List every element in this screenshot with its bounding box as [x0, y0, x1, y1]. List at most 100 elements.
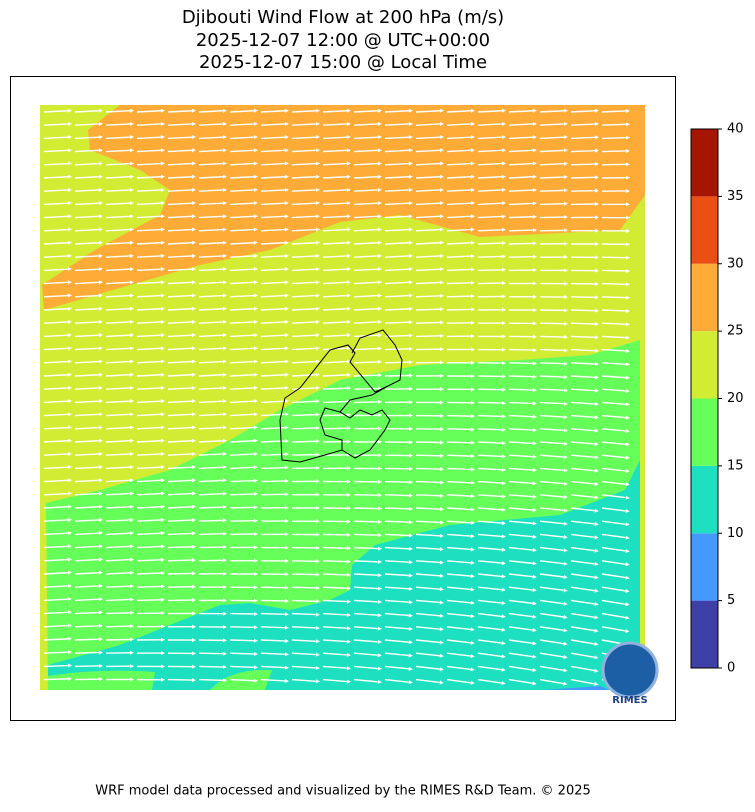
wind-arrow	[540, 177, 564, 178]
wind-arrow	[168, 560, 192, 561]
wind-arrow	[230, 666, 254, 667]
wind-arrow	[292, 574, 316, 575]
wind-arrow	[478, 429, 502, 430]
wind-arrow	[261, 627, 285, 628]
wind-arrow	[292, 600, 316, 601]
wind-arrow	[447, 283, 471, 284]
colorbar-tick-label: 5	[727, 593, 735, 608]
wind-arrow	[168, 547, 192, 548]
wind-arrow	[540, 350, 564, 351]
wind-arrow	[416, 336, 440, 337]
wind-arrow	[230, 494, 254, 495]
map: RIMES	[40, 105, 657, 706]
wind-arrow	[478, 256, 502, 257]
wind-arrow	[199, 653, 223, 654]
wind-arrow	[75, 666, 99, 667]
wind-arrow	[323, 415, 347, 416]
wind-arrow	[478, 389, 502, 390]
wind-arrow	[447, 269, 471, 270]
wind-arrow	[354, 508, 378, 509]
wind-arrow	[323, 534, 347, 535]
wind-arrow	[509, 217, 533, 218]
wind-arrow	[354, 362, 378, 363]
wind-arrow	[509, 402, 533, 403]
wind-arrow	[199, 547, 223, 548]
wind-arrow	[199, 534, 223, 535]
wind-arrow	[292, 415, 316, 416]
logo-text: RIMES	[612, 695, 647, 706]
wind-arrow	[168, 573, 192, 574]
wind-arrow	[602, 270, 626, 271]
wind-arrow	[540, 217, 564, 218]
colorbar-segment	[691, 129, 718, 196]
wind-arrow	[354, 389, 378, 390]
wind-arrow	[509, 376, 533, 377]
wind-arrow	[199, 680, 223, 681]
wind-arrow	[292, 455, 316, 456]
colorbar-segment	[691, 601, 718, 668]
wind-arrow	[230, 481, 254, 482]
wind-arrow	[509, 389, 533, 390]
wind-arrow	[509, 243, 533, 244]
wind-arrow	[385, 482, 409, 483]
wind-arrow	[602, 151, 626, 152]
wind-arrow	[75, 639, 99, 640]
wind-arrow	[416, 322, 440, 323]
colorbar-tick-label: 30	[727, 256, 744, 271]
wind-arrow	[199, 507, 223, 508]
wind-arrow	[137, 573, 161, 574]
wind-arrow	[106, 613, 130, 614]
colorbar-tick-label: 20	[727, 391, 744, 406]
wind-arrow	[571, 323, 595, 324]
wind-arrow	[354, 375, 378, 376]
wind-arrow	[540, 204, 564, 205]
wind-arrow	[602, 310, 626, 311]
wind-arrow	[540, 363, 564, 364]
wind-arrow	[354, 548, 378, 549]
wind-arrow	[323, 402, 347, 403]
wind-arrow	[261, 481, 285, 482]
logo-emblem	[603, 643, 657, 697]
wind-arrow	[323, 388, 347, 389]
wind-arrow	[447, 442, 471, 443]
title-line: Djibouti Wind Flow at 200 hPa (m/s)	[182, 7, 504, 28]
wind-arrow	[447, 309, 471, 310]
wind-arrow	[571, 297, 595, 298]
wind-arrow	[571, 336, 595, 337]
colorbar-segment	[691, 533, 718, 600]
wind-arrow	[261, 468, 285, 469]
wind-arrow	[292, 587, 316, 588]
wind-arrow	[44, 679, 68, 680]
wind-arrow	[509, 203, 533, 204]
wind-arrow	[571, 310, 595, 311]
colorbar-segment	[691, 399, 718, 466]
wind-arrow	[602, 284, 626, 285]
wind-arrow	[478, 416, 502, 417]
wind-arrow	[447, 429, 471, 430]
colorbar-tick-label: 15	[727, 458, 744, 473]
wind-arrow	[540, 190, 564, 191]
title-line: 2025-12-07 15:00 @ Local Time	[199, 52, 487, 73]
wind-arrow	[447, 296, 471, 297]
wind-arrow	[354, 402, 378, 403]
wind-arrow	[199, 520, 223, 521]
wind-arrow	[385, 495, 409, 496]
wind-arrow	[385, 362, 409, 363]
wind-arrow	[571, 191, 595, 192]
title-line: 2025-12-07 12:00 @ UTC+00:00	[196, 30, 490, 51]
wind-arrow	[44, 652, 68, 653]
wind-arrow	[44, 666, 68, 667]
wind-arrow	[323, 548, 347, 549]
wind-arrow	[602, 297, 626, 298]
colorbar-tick-label: 10	[727, 526, 744, 541]
wind-arrow	[509, 230, 533, 231]
wind-arrow	[571, 164, 595, 165]
wind-arrow	[230, 627, 254, 628]
wind-arrow	[75, 626, 99, 627]
wind-arrow	[323, 574, 347, 575]
wind-arrow	[416, 468, 440, 469]
wind-arrow	[602, 138, 626, 139]
wind-arrow	[106, 599, 130, 600]
